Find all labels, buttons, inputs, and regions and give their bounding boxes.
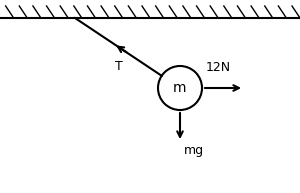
Text: 12N: 12N [206, 61, 231, 74]
Text: m: m [173, 81, 187, 95]
Text: T: T [115, 60, 123, 73]
Text: mg: mg [184, 144, 204, 157]
